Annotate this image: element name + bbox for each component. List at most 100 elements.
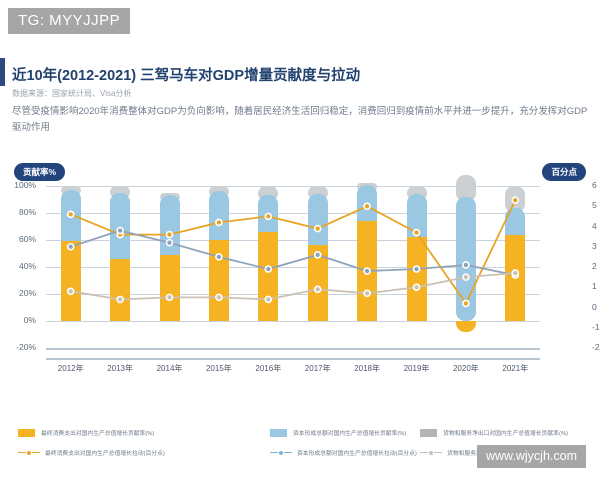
x-axis-tick-label: 2017年: [304, 364, 331, 373]
line-marker: [363, 267, 371, 275]
legend-item[interactable]: 最终消费支出对国内生产总值增长贡献率(%): [18, 428, 154, 437]
line-marker: [313, 285, 322, 294]
gridline: [46, 186, 540, 187]
y-axis-tick-label: 80%: [18, 207, 36, 217]
legend-color-swatch: [420, 428, 437, 437]
line-marker: [264, 295, 273, 304]
bar-segment-final-consumption: [60, 241, 81, 321]
y-axis-tick-label: 0%: [23, 315, 36, 325]
legend-item[interactable]: 最终消费支出对国内生产总值增长拉动(百分点): [18, 448, 165, 457]
line-marker: [462, 261, 470, 269]
line-marker: [264, 212, 273, 221]
legend-line-marker-icon: [420, 449, 442, 457]
y2-axis-tick-label: 5: [592, 200, 597, 211]
watermark: www.wjycjh.com: [477, 445, 586, 468]
description-text: 尽管受疫情影响2020年消费整体对GDP为负向影响，随着居民经济生活回归稳定，消…: [12, 106, 588, 133]
tg-tag-badge: TG: MYYJJPP: [8, 8, 131, 34]
legend-item[interactable]: 货物和服务净出口对国内生产总值增长贡献率(%): [420, 428, 568, 437]
line-marker: [66, 242, 75, 251]
bar-segment-final-consumption: [307, 245, 328, 321]
x-axis-tick-label: 2018年: [354, 364, 380, 373]
y-axis-tick-label: 100%: [14, 180, 36, 190]
data-source-label: 数据来源：国家统计局、Visa分析: [12, 89, 132, 98]
x-axis-tick-label: 2016年: [255, 364, 282, 373]
legend-label: 最终消费支出对国内生产总值增长贡献率(%): [41, 431, 155, 437]
line-marker: [66, 287, 75, 296]
bar-segment-final-consumption: [110, 258, 131, 321]
page-title: 近10年(2012-2021) 三驾马车对GDP增量贡献度与拉动: [12, 68, 361, 84]
line-marker: [412, 265, 421, 273]
chart-plot-area: 100% 80% 60% 40% 20% 0% -20% 6 5 4 3 2 1 0 -1 -2 2012年 20…: [14, 175, 600, 373]
line-marker: [66, 210, 75, 219]
y2-axis-tick-label: -1: [592, 321, 600, 332]
line-marker: [511, 269, 520, 277]
line-marker: [215, 218, 223, 227]
bar-segment-capital-formation: [307, 194, 328, 246]
legend-item[interactable]: 资本形成总额对国内生产总值增长贡献率(%): [270, 428, 406, 437]
bar-segment-capital-formation: [505, 207, 526, 235]
x-axis-tick-label: 2012年: [57, 364, 84, 373]
x-axis-line: [46, 358, 540, 360]
line-series: [70, 272, 516, 301]
line-marker: [313, 224, 322, 233]
legend-label: 资本形成总额对国内生产总值增长拉动(百分点): [297, 451, 417, 457]
line-series: [70, 199, 517, 306]
legend-line-marker-icon: [18, 449, 40, 457]
bar-segment-capital-formation: [208, 191, 229, 240]
gridline: [46, 213, 540, 214]
bar-segment-final-consumption: [208, 240, 229, 321]
line-marker: [363, 202, 371, 211]
y2-axis-tick-label: 1: [592, 281, 597, 292]
x-axis-tick-label: 2015年: [205, 364, 232, 373]
line-marker: [462, 273, 470, 281]
line-marker: [116, 295, 124, 304]
y2-axis-tick-label: -2: [592, 342, 600, 352]
line-marker: [116, 226, 124, 235]
y-axis-tick-label: 40%: [18, 261, 36, 271]
right-axis-badge: 百分点: [542, 163, 586, 181]
x-axis-tick-label: 2013年: [107, 364, 133, 373]
line-marker: [412, 228, 421, 237]
y2-axis-tick-label: 4: [592, 220, 597, 231]
y2-axis-tick-label: 3: [592, 240, 597, 251]
bar-segment-capital-formation: [455, 196, 476, 321]
bar-segment-final-consumption: [406, 237, 427, 321]
legend-label: 最终消费支出对国内生产总值增长拉动(百分点): [45, 451, 165, 457]
legend-color-swatch: [18, 428, 35, 437]
x-axis-tick-label: 2014年: [156, 364, 183, 373]
x-axis-tick-label: 2020年: [452, 364, 479, 373]
gridline: [46, 240, 540, 241]
line-marker: [215, 253, 223, 261]
legend-line-marker-icon: [270, 449, 292, 457]
bar-segment-net-exports: [455, 175, 476, 203]
line-marker: [363, 289, 371, 298]
y2-axis-tick-label: 6: [592, 180, 597, 190]
line-series: [70, 229, 516, 276]
chart-line-overlay: [66, 196, 520, 308]
line-marker: [215, 293, 223, 302]
line-marker: [313, 251, 322, 259]
legend-label: 货物和服务净出口对国内生产总值增长贡献率(%): [443, 431, 568, 437]
gridline: [46, 348, 540, 350]
line-marker: [412, 283, 421, 292]
x-axis-tick-label: 2021年: [502, 364, 529, 373]
title-accent-bar: [0, 58, 5, 86]
bar-segment-capital-formation: [110, 192, 131, 259]
legend-item[interactable]: 资本形成总额对国内生产总值增长拉动(百分点): [270, 448, 417, 457]
left-axis-badge: 贡献率%: [14, 163, 66, 181]
line-marker: [165, 238, 174, 247]
y2-axis-tick-label: 2: [592, 261, 597, 271]
y-axis-tick-label: -20%: [16, 342, 36, 352]
bar-segment-capital-formation: [159, 195, 180, 255]
y-axis-tick-label: 20%: [18, 288, 36, 298]
bar-segment-capital-formation: [406, 194, 427, 238]
line-marker: [165, 293, 174, 302]
bar-segment-final-consumption: [455, 321, 476, 332]
x-axis-tick-label: 2019年: [403, 364, 430, 373]
gridline: [46, 321, 540, 322]
line-marker: [165, 230, 174, 239]
gdp-contribution-chart: 贡献率% 百分点 100% 80% 60% 40% 20% 0% -20% 6 5 4 3 2 1 0 -1…: [0, 161, 600, 373]
legend-label: 资本形成总额对国内生产总值增长贡献率(%): [293, 431, 407, 437]
gridline: [46, 267, 540, 268]
y2-axis-tick-label: 0: [592, 301, 597, 312]
